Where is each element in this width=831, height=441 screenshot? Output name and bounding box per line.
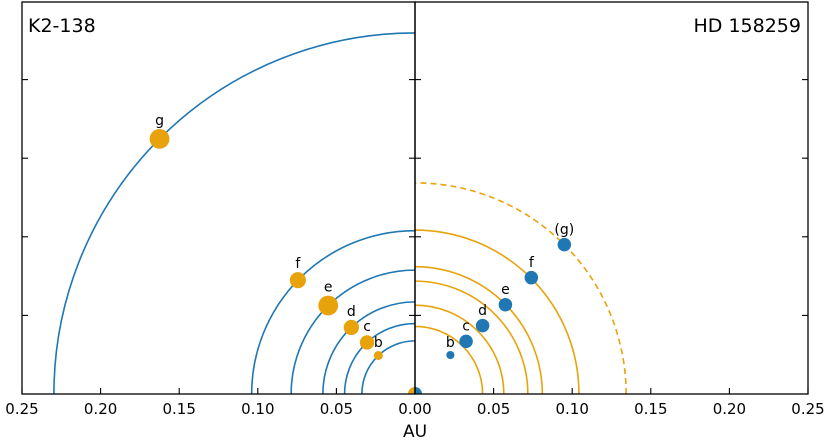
right-panel-orbit-g <box>415 182 627 394</box>
right-panel-star <box>415 387 422 394</box>
right-panel-planet-b <box>446 350 455 360</box>
left-panel-planet-label-e: e <box>324 280 333 296</box>
left-panel-planet-b <box>373 350 383 360</box>
right-panel-planet-label-b: b <box>446 335 455 351</box>
left-panel-planet-label-d: d <box>347 304 356 320</box>
x-tick-label: 0.20 <box>84 400 117 418</box>
left-panel-planet-label-b: b <box>374 335 383 351</box>
left-panel-content <box>53 32 415 394</box>
left-panel-title: K2-138 <box>28 15 96 37</box>
left-panel-planet-label-c: c <box>363 319 371 335</box>
right-panel-planet-f <box>524 270 539 285</box>
x-axis-title: AU <box>403 422 427 441</box>
x-tick-label: 0.25 <box>791 400 824 418</box>
chart-frames <box>21 1 809 395</box>
x-tick-label: 0.00 <box>398 400 431 418</box>
right-panel-planet-d <box>475 318 490 333</box>
right-panel-planet-label-g: (g) <box>554 222 574 238</box>
chart-ticks: 0.25 0.20 0.15 0.10 0.05 0.00 0.05 0.10 0.15 0.20… <box>5 79 825 418</box>
right-panel-planet-e <box>498 297 513 312</box>
right-panel-orbit-c <box>415 304 505 394</box>
right-panel-planet-label-e: e <box>501 282 510 298</box>
right-panel-orbit-f <box>415 229 580 394</box>
x-tick-label: 0.15 <box>162 400 195 418</box>
left-panel-frame <box>21 1 416 395</box>
x-tick-label: 0.10 <box>555 400 588 418</box>
x-tick-label: 0.15 <box>634 400 667 418</box>
x-tick-label: 0.25 <box>5 400 38 418</box>
left-panel-planet-f <box>289 272 306 289</box>
left-panel-star <box>408 387 415 394</box>
right-panel-orbit-d <box>415 280 529 394</box>
right-panel-planet-label-c: c <box>462 319 470 335</box>
right-panel-content <box>415 182 627 394</box>
left-panel-planet-label-g: g <box>155 113 164 129</box>
x-tick-label: 0.20 <box>713 400 746 418</box>
x-tick-label: 0.05 <box>477 400 510 418</box>
x-tick-label: 0.05 <box>320 400 353 418</box>
right-panel-planet-label-d: d <box>478 303 487 319</box>
left-panel-planet-d <box>343 319 359 336</box>
right-panel-title: HD 158259 <box>694 15 802 37</box>
left-panel-planet-e <box>318 295 339 316</box>
right-panel-planet-c <box>459 334 473 349</box>
left-panel-planet-label-f: f <box>295 256 301 272</box>
right-panel-planet-g <box>557 237 572 252</box>
left-panel-planet-g <box>149 128 170 149</box>
x-tick-label: 0.10 <box>241 400 274 418</box>
left-panel-planet-c <box>359 335 375 350</box>
right-panel-frame <box>414 1 809 395</box>
right-panel-planet-label-f: f <box>529 255 535 271</box>
